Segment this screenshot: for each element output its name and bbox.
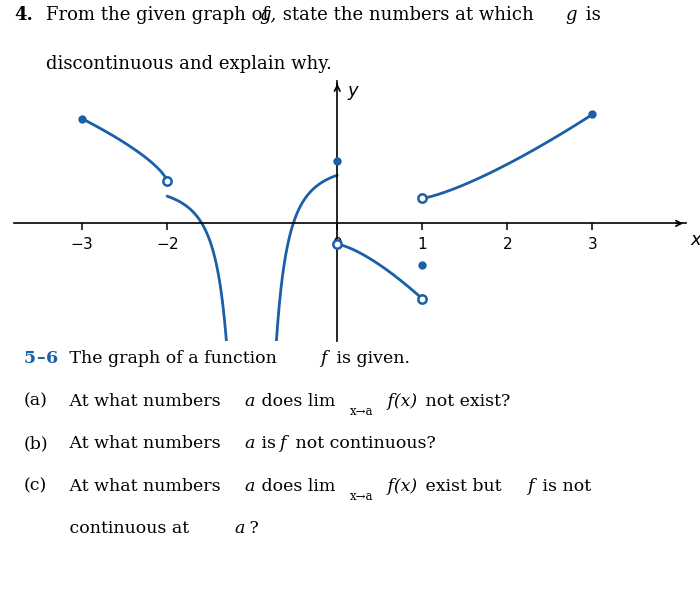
- Text: a: a: [244, 393, 255, 410]
- Text: continuous at: continuous at: [64, 520, 195, 537]
- Text: At what numbers: At what numbers: [64, 435, 227, 452]
- Text: discontinuous and explain why.: discontinuous and explain why.: [46, 55, 332, 72]
- Text: f: f: [526, 478, 533, 495]
- Text: 6: 6: [46, 350, 58, 368]
- Text: From the given graph of: From the given graph of: [46, 6, 275, 24]
- Text: g,: g,: [259, 6, 276, 24]
- Text: is given.: is given.: [331, 350, 410, 368]
- Text: (c): (c): [24, 478, 48, 495]
- Text: The graph of a function: The graph of a function: [64, 350, 283, 368]
- Text: $y$: $y$: [347, 84, 360, 102]
- Text: is: is: [580, 6, 601, 24]
- Text: –: –: [36, 350, 45, 368]
- Text: a: a: [234, 520, 245, 537]
- Text: (a): (a): [24, 393, 48, 410]
- Text: a: a: [244, 435, 255, 452]
- Text: is not: is not: [537, 478, 591, 495]
- Text: (b): (b): [24, 435, 49, 452]
- Text: f: f: [279, 435, 285, 452]
- Text: g: g: [565, 6, 577, 24]
- Text: 4.: 4.: [14, 6, 33, 24]
- Text: ?: ?: [244, 520, 259, 537]
- Text: $x$: $x$: [690, 231, 700, 249]
- Text: does lim: does lim: [256, 393, 335, 410]
- Text: f: f: [320, 350, 326, 368]
- Text: is: is: [256, 435, 281, 452]
- Text: x→a: x→a: [350, 405, 374, 418]
- Text: f(x): f(x): [382, 478, 417, 495]
- Text: At what numbers: At what numbers: [64, 393, 227, 410]
- Text: a: a: [244, 478, 255, 495]
- Text: state the numbers at which: state the numbers at which: [277, 6, 540, 24]
- Text: exist but: exist but: [420, 478, 507, 495]
- Text: not continuous?: not continuous?: [290, 435, 435, 452]
- Text: At what numbers: At what numbers: [64, 478, 227, 495]
- Text: not exist?: not exist?: [420, 393, 510, 410]
- Text: does lim: does lim: [256, 478, 335, 495]
- Text: x→a: x→a: [350, 490, 374, 503]
- Text: 5: 5: [24, 350, 36, 368]
- Text: f(x): f(x): [382, 393, 417, 410]
